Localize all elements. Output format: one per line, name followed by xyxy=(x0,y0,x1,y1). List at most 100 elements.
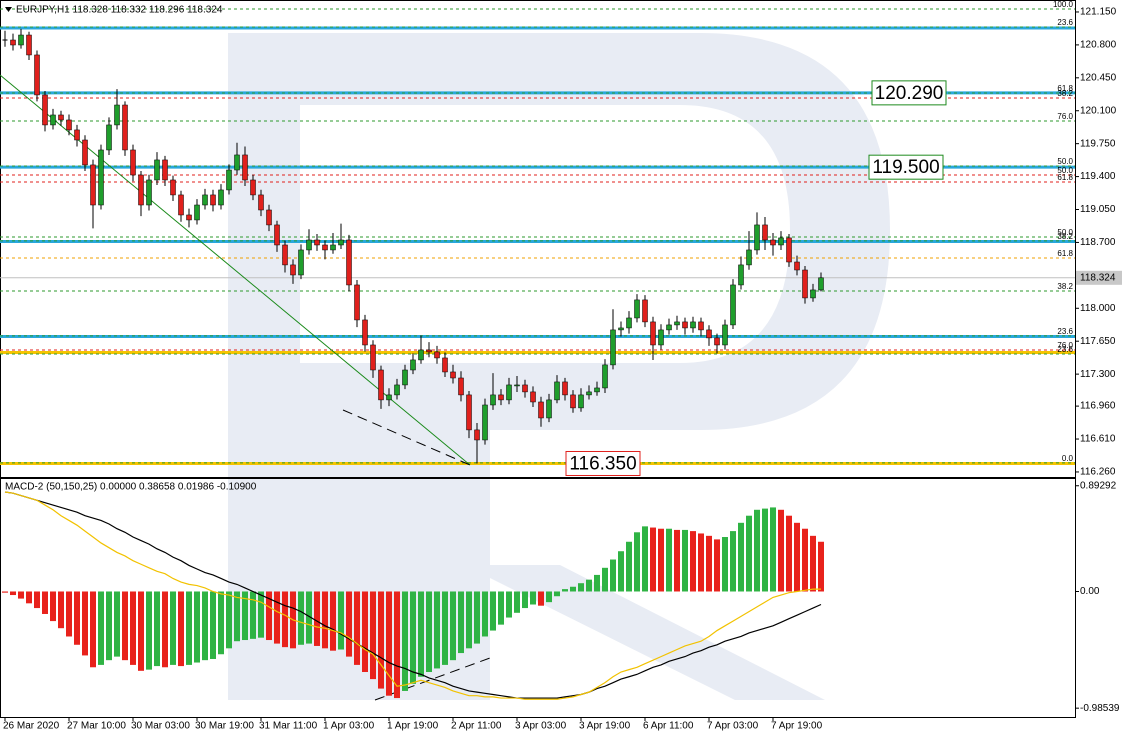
histogram-bar xyxy=(186,591,192,665)
annotation-box xyxy=(565,450,641,476)
histogram-bar xyxy=(594,574,600,592)
watermark xyxy=(228,33,890,700)
histogram-bar xyxy=(346,591,352,657)
candle-body xyxy=(202,194,208,206)
fib-level-label: 61.8 xyxy=(1057,249,1073,258)
candle-body xyxy=(762,224,768,241)
x-tick-label: 30 Mar 03:00 xyxy=(131,721,190,732)
histogram-bar xyxy=(730,531,736,592)
candle-body xyxy=(402,369,408,386)
candle-body xyxy=(546,399,552,419)
candle-body xyxy=(698,321,704,331)
candle-body xyxy=(410,359,416,371)
fib-level-label: 23.6 xyxy=(1057,327,1073,336)
histogram-bar xyxy=(386,591,392,696)
candle-body xyxy=(754,224,760,251)
candle-body xyxy=(562,381,568,396)
histogram-bar xyxy=(2,591,8,593)
x-tick-label: 2 Apr 11:00 xyxy=(451,721,502,732)
candle-body xyxy=(490,394,496,406)
annotation-label: 120.290 xyxy=(875,83,944,104)
y-tick-label: 0.89292 xyxy=(1080,480,1117,491)
fib-level-label: 38.2 xyxy=(1057,89,1073,98)
fib-level-label: 38.2 xyxy=(1057,282,1073,291)
histogram-bar xyxy=(394,591,400,699)
histogram-bar xyxy=(658,528,664,592)
histogram-bar xyxy=(458,591,464,654)
candle-body xyxy=(714,337,720,346)
histogram-bar xyxy=(506,591,512,618)
candle-body xyxy=(498,394,504,401)
fib-level-label: 23.6 xyxy=(1057,18,1073,27)
histogram-bar xyxy=(282,591,288,648)
candle-body xyxy=(626,317,632,329)
annotation-box xyxy=(868,154,944,180)
candle-body xyxy=(82,139,88,166)
candle-body xyxy=(130,149,136,176)
x-tick-label: 7 Apr 03:00 xyxy=(707,721,759,732)
histogram-bar xyxy=(26,591,32,604)
candle-body xyxy=(450,371,456,379)
candle-body xyxy=(330,244,336,251)
histogram-bar xyxy=(10,591,16,596)
histogram-bar xyxy=(642,526,648,592)
last-price-box xyxy=(1076,270,1122,285)
histogram-bar xyxy=(90,591,96,668)
candle-body xyxy=(538,401,544,419)
candle-body xyxy=(210,194,216,206)
candle-body xyxy=(346,239,352,286)
candle-body xyxy=(186,214,192,221)
y-tick-label: 119.750 xyxy=(1080,138,1116,149)
candle-body xyxy=(690,321,696,329)
histogram-bar xyxy=(130,591,136,665)
y-tick-label: 116.960 xyxy=(1080,401,1116,412)
candle-body xyxy=(602,364,608,389)
candle-body xyxy=(194,204,200,221)
histogram-bar xyxy=(474,591,480,644)
candle-body xyxy=(250,179,256,196)
candle-body xyxy=(482,404,488,441)
candle-body xyxy=(178,194,184,216)
x-tick-label: 3 Apr 03:00 xyxy=(515,721,567,732)
histogram-bar xyxy=(706,535,712,592)
histogram-bar xyxy=(554,591,560,597)
candle-body xyxy=(338,239,344,246)
histogram-bar xyxy=(42,591,48,614)
fib-level-label: 61.8 xyxy=(1057,84,1073,93)
y-tick-label: 118.000 xyxy=(1080,303,1116,314)
histogram-bar xyxy=(378,591,384,689)
histogram-bar xyxy=(170,591,176,665)
candle-body xyxy=(466,394,472,431)
annotation-label: 119.500 xyxy=(872,157,939,178)
fib-level-label: 76.0 xyxy=(1057,112,1073,121)
x-tick-label: 3 Apr 19:00 xyxy=(579,721,631,732)
candle-body xyxy=(282,244,288,266)
histogram-bar xyxy=(234,591,240,642)
y-tick-label: 117.650 xyxy=(1080,336,1116,347)
histogram-bar xyxy=(514,591,520,613)
y-tick-label: 117.300 xyxy=(1080,369,1116,380)
histogram-bar xyxy=(98,591,104,665)
histogram-bar xyxy=(58,591,64,629)
candle-body xyxy=(274,224,280,246)
candle-body xyxy=(634,299,640,319)
histogram-bar xyxy=(426,591,432,673)
candle-body xyxy=(666,324,672,331)
histogram-bar xyxy=(698,533,704,592)
candle-body xyxy=(370,344,376,371)
candle-body xyxy=(474,429,480,441)
candle-body xyxy=(138,174,144,206)
last-price-label: 118.324 xyxy=(1080,272,1116,283)
histogram-bar xyxy=(770,507,776,592)
fib-level-label: 61.8 xyxy=(1057,173,1073,182)
histogram-bar xyxy=(618,551,624,592)
histogram-bar xyxy=(226,591,232,649)
histogram-bar xyxy=(626,541,632,592)
y-tick-label: 120.100 xyxy=(1080,105,1117,116)
symbol-menu-arrow xyxy=(5,7,12,12)
candle-body xyxy=(522,384,528,393)
histogram-bar xyxy=(322,591,328,649)
y-tick-label: 116.610 xyxy=(1080,434,1116,445)
candle-body xyxy=(290,264,296,276)
